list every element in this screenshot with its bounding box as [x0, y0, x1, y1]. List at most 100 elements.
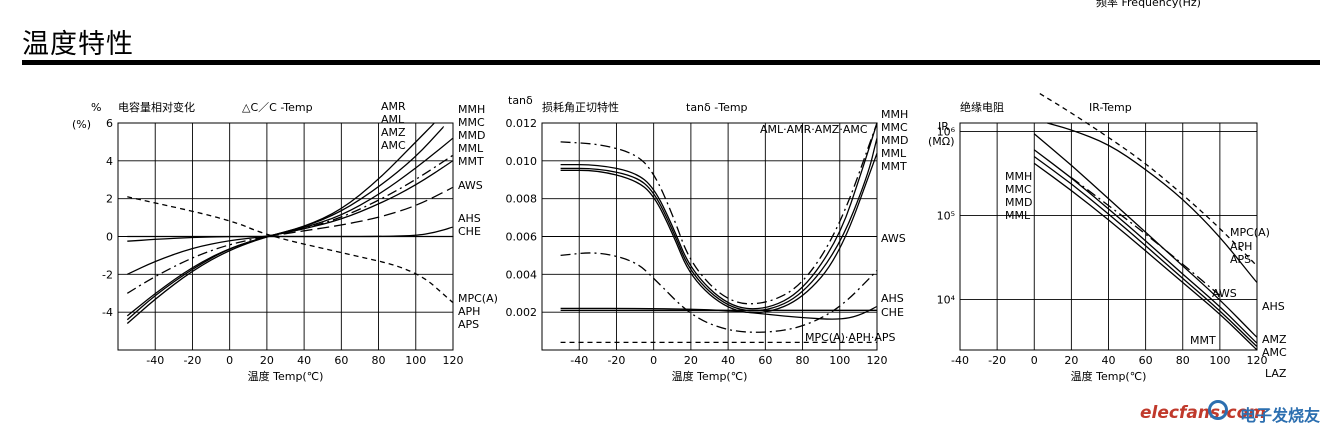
series-label: MMC [1005, 183, 1032, 196]
x-tick-label: 0 [650, 354, 657, 367]
x-tick-label: 80 [796, 354, 810, 367]
y-axis-label: % [91, 101, 101, 114]
chart-2: 损耗角正切特性 tanδ -Temp tanδ -40 -20 0 20 40 60 80 100 1… [506, 94, 909, 383]
x-tick-label: 120 [443, 354, 464, 367]
x-tick-label: 80 [1176, 354, 1190, 367]
series-label: MMD [881, 134, 908, 147]
y-axis-unit: (MΩ) [928, 135, 954, 148]
chart-title: 损耗角正切特性 [542, 100, 619, 114]
series-line-mmd [560, 152, 878, 314]
series-label: AMC [381, 139, 406, 152]
top-caption: 频率 Frequency(Hz) [1096, 0, 1201, 9]
series-line-aws [1071, 177, 1221, 297]
series-label: APS [458, 318, 479, 331]
series-line-ahs [127, 226, 454, 242]
x-tick-label: -20 [183, 354, 201, 367]
chart-title: 电容量相对变化 [118, 100, 195, 114]
x-tick-label: 40 [297, 354, 311, 367]
series-line-aws [560, 252, 878, 333]
series-label: MPC(A) [1230, 226, 1270, 239]
x-tick-label: 100 [405, 354, 426, 367]
y-tick-label: 6 [106, 117, 113, 130]
series-label: MMT [1190, 334, 1216, 347]
series-label: MMH [881, 108, 908, 121]
x-tick-label: 80 [372, 354, 386, 367]
series-label: MMH [458, 103, 485, 116]
x-tick-label: 20 [260, 354, 274, 367]
x-tick-label: 100 [1209, 354, 1230, 367]
watermark-cn-text: 电子发烧友 [1240, 406, 1321, 425]
series-label: MML [1005, 209, 1031, 222]
series-label: CHE [881, 306, 904, 319]
series-line-mmd [1033, 156, 1258, 348]
y-tick-label: -2 [102, 268, 113, 281]
series-line-aml-amr-amz-amc [560, 122, 878, 305]
x-tick-label: 120 [1247, 354, 1268, 367]
series-line-ahs [560, 305, 878, 320]
series-label: MMC [881, 121, 908, 134]
x-axis-label: 温度 Temp(℃) [672, 369, 748, 383]
series-label: AMC [1262, 346, 1287, 359]
series-label: MMT [881, 160, 907, 173]
series-label: AML [381, 113, 405, 126]
watermark-text: elecfans·com [1140, 403, 1266, 423]
y-tick-label: 2 [106, 193, 113, 206]
series-line-aws [266, 186, 454, 238]
x-tick-label: 0 [1031, 354, 1038, 367]
x-tick-label: 20 [684, 354, 698, 367]
x-axis-label: 温度 Temp(℃) [1071, 369, 1147, 383]
x-axis-label: 温度 Temp(℃) [248, 369, 324, 383]
y-tick-label: 10⁵ [937, 209, 955, 222]
x-tick-label: -40 [951, 354, 969, 367]
series-line-mmh [560, 122, 878, 310]
y-tick-label: 0.012 [506, 117, 538, 130]
series-label: AHS [1262, 300, 1285, 313]
series-label: MMD [1005, 196, 1032, 209]
y-tick-label: 0.010 [506, 155, 538, 168]
series-label: AWS [881, 232, 906, 245]
series-label: AMR [381, 100, 406, 113]
y-axis-label: IR [938, 120, 949, 133]
y-tick-label: 4 [106, 155, 113, 168]
plot-frame [541, 122, 878, 351]
watermark: elecfans·com 电子发烧友 [1140, 400, 1335, 430]
series-line-ahs [1047, 122, 1258, 284]
series-label: AMZ [381, 126, 406, 139]
title-rule [22, 60, 1320, 65]
y-tick-label: 0.008 [506, 193, 538, 206]
series-label: MPC(A) [458, 292, 498, 305]
x-tick-label: 60 [334, 354, 348, 367]
series-line-mpc-a-aph-aps [127, 196, 454, 304]
x-tick-label: -40 [146, 354, 164, 367]
x-tick-label: -40 [570, 354, 588, 367]
chart-title: 绝缘电阻 [960, 100, 1004, 114]
series-label: MMH [1005, 170, 1032, 183]
series-line-mmh [126, 122, 436, 324]
y-tick-label: 10⁴ [937, 294, 956, 307]
y-tick-label: 0.002 [506, 306, 538, 319]
plot-frame [959, 122, 1258, 351]
y-axis-unit: (%) [72, 118, 91, 131]
x-tick-label: 40 [721, 354, 735, 367]
x-tick-label: 60 [758, 354, 772, 367]
series-line-mmc [1033, 149, 1258, 344]
series-label: APH [458, 305, 480, 318]
x-tick-label: -20 [988, 354, 1006, 367]
series-label: MMD [458, 129, 485, 142]
series-label: AHS [881, 292, 904, 305]
series-label: CHE [458, 225, 481, 238]
x-tick-label: 60 [1139, 354, 1153, 367]
series-label: APS [1230, 253, 1251, 266]
chart-3: 绝缘电阻 IR-Temp IR (MΩ) -40 -20 0 20 40 60 80 100 120 10… [928, 93, 1287, 383]
x-tick-label: 20 [1064, 354, 1078, 367]
series-line-mpc-a- [1039, 93, 1258, 267]
series-label: APH [1230, 240, 1252, 253]
series-line-mmt [127, 160, 454, 275]
x-tick-label: 40 [1102, 354, 1116, 367]
series-line-mmc [126, 126, 445, 321]
series-label: AHS [458, 212, 481, 225]
series-label: MMT [458, 155, 484, 168]
series-line-mmd [126, 137, 454, 317]
series-label: AMZ [1262, 333, 1287, 346]
